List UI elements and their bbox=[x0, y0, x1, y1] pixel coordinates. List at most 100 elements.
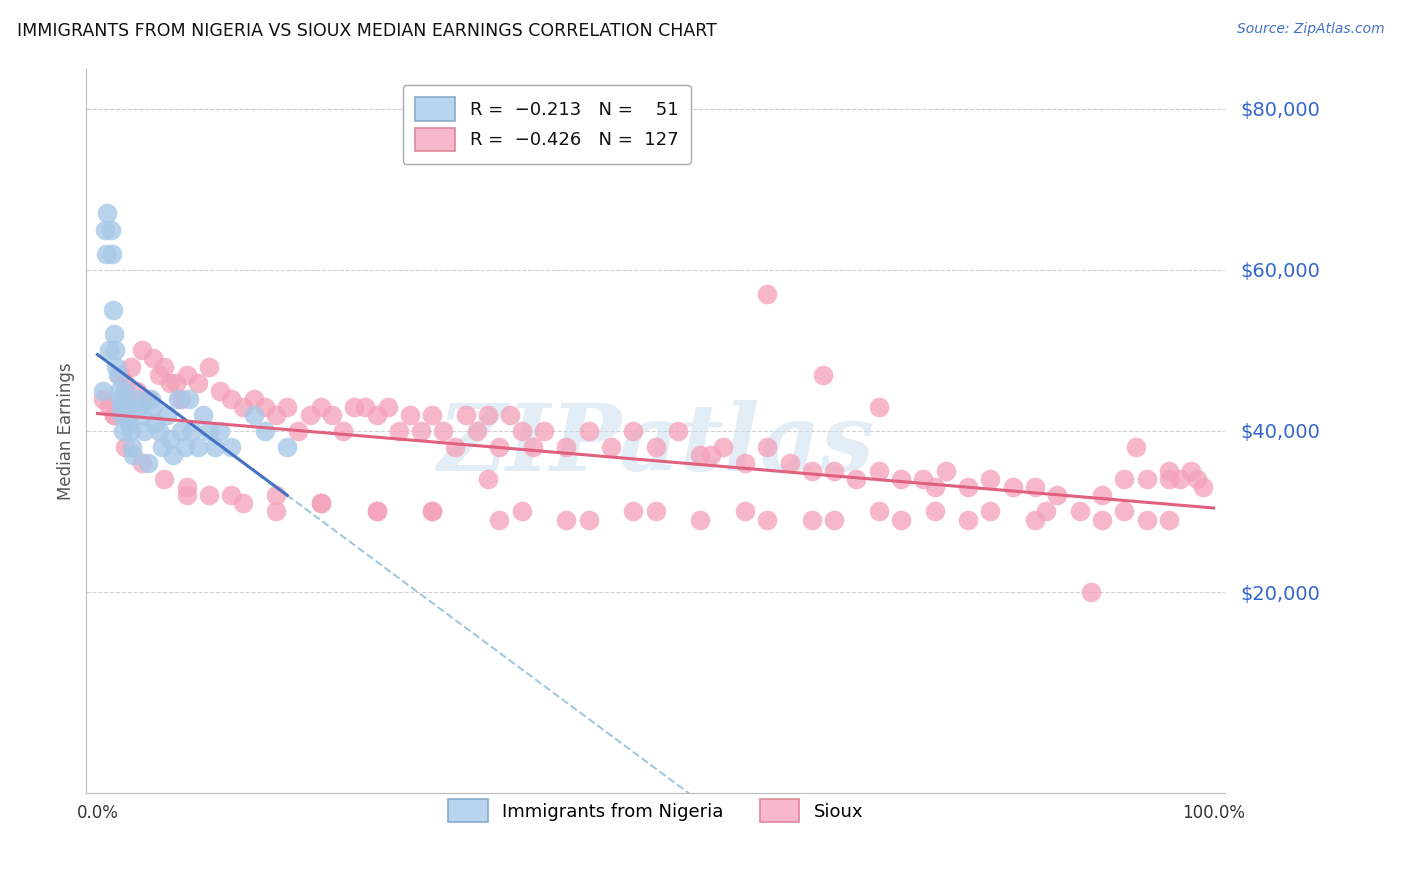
Sioux bbox=[125, 384, 148, 398]
Sioux bbox=[388, 424, 411, 438]
Sioux bbox=[1046, 488, 1069, 502]
Immigrants from Nigeria bbox=[108, 392, 131, 406]
Sioux bbox=[114, 376, 136, 390]
Immigrants from Nigeria bbox=[117, 408, 139, 422]
Sioux bbox=[1185, 472, 1208, 486]
Sioux bbox=[298, 408, 321, 422]
Sioux bbox=[689, 448, 711, 462]
Sioux bbox=[644, 440, 666, 454]
Immigrants from Nigeria bbox=[104, 343, 127, 358]
Sioux bbox=[912, 472, 935, 486]
Sioux bbox=[465, 424, 488, 438]
Immigrants from Nigeria bbox=[103, 327, 125, 342]
Sioux bbox=[890, 512, 912, 526]
Sioux bbox=[103, 408, 125, 422]
Immigrants from Nigeria bbox=[125, 392, 148, 406]
Immigrants from Nigeria bbox=[150, 440, 173, 454]
Text: ZIPatlas: ZIPatlas bbox=[437, 401, 875, 491]
Sioux bbox=[253, 400, 276, 414]
Sioux bbox=[420, 504, 443, 518]
Sioux bbox=[555, 512, 578, 526]
Sioux bbox=[890, 472, 912, 486]
Sioux bbox=[187, 376, 209, 390]
Immigrants from Nigeria bbox=[91, 384, 114, 398]
Immigrants from Nigeria bbox=[187, 440, 209, 454]
Immigrants from Nigeria bbox=[145, 416, 167, 430]
Sioux bbox=[420, 504, 443, 518]
Immigrants from Nigeria bbox=[96, 206, 118, 220]
Immigrants from Nigeria bbox=[115, 400, 138, 414]
Y-axis label: Median Earnings: Median Earnings bbox=[58, 362, 75, 500]
Immigrants from Nigeria bbox=[148, 424, 170, 438]
Immigrants from Nigeria bbox=[107, 384, 129, 398]
Sioux bbox=[1157, 472, 1180, 486]
Legend: Immigrants from Nigeria, Sioux: Immigrants from Nigeria, Sioux bbox=[436, 787, 876, 835]
Sioux bbox=[578, 424, 600, 438]
Immigrants from Nigeria bbox=[159, 432, 181, 446]
Immigrants from Nigeria bbox=[253, 424, 276, 438]
Sioux bbox=[142, 351, 165, 366]
Immigrants from Nigeria bbox=[122, 448, 145, 462]
Sioux bbox=[800, 512, 823, 526]
Sioux bbox=[621, 424, 644, 438]
Sioux bbox=[1191, 480, 1213, 494]
Sioux bbox=[232, 400, 254, 414]
Sioux bbox=[264, 408, 287, 422]
Sioux bbox=[411, 424, 433, 438]
Sioux bbox=[499, 408, 522, 422]
Sioux bbox=[979, 472, 1001, 486]
Immigrants from Nigeria bbox=[96, 246, 118, 260]
Text: Source: ZipAtlas.com: Source: ZipAtlas.com bbox=[1237, 22, 1385, 37]
Sioux bbox=[1069, 504, 1091, 518]
Sioux bbox=[198, 488, 221, 502]
Sioux bbox=[309, 400, 332, 414]
Sioux bbox=[957, 512, 980, 526]
Sioux bbox=[734, 504, 756, 518]
Immigrants from Nigeria bbox=[131, 408, 153, 422]
Sioux bbox=[103, 408, 125, 422]
Sioux bbox=[868, 400, 890, 414]
Sioux bbox=[924, 504, 946, 518]
Sioux bbox=[621, 504, 644, 518]
Sioux bbox=[700, 448, 723, 462]
Sioux bbox=[366, 504, 388, 518]
Sioux bbox=[1136, 472, 1159, 486]
Sioux bbox=[399, 408, 422, 422]
Sioux bbox=[477, 472, 499, 486]
Immigrants from Nigeria bbox=[120, 424, 142, 438]
Sioux bbox=[823, 512, 845, 526]
Sioux bbox=[756, 512, 779, 526]
Sioux bbox=[756, 440, 779, 454]
Immigrants from Nigeria bbox=[166, 392, 188, 406]
Immigrants from Nigeria bbox=[114, 384, 136, 398]
Sioux bbox=[1080, 585, 1102, 599]
Sioux bbox=[510, 424, 533, 438]
Sioux bbox=[1024, 512, 1046, 526]
Sioux bbox=[443, 440, 465, 454]
Immigrants from Nigeria bbox=[110, 400, 132, 414]
Sioux bbox=[176, 480, 198, 494]
Immigrants from Nigeria bbox=[173, 440, 195, 454]
Immigrants from Nigeria bbox=[181, 424, 204, 438]
Sioux bbox=[309, 496, 332, 510]
Sioux bbox=[644, 504, 666, 518]
Sioux bbox=[1091, 512, 1114, 526]
Sioux bbox=[868, 504, 890, 518]
Sioux bbox=[108, 368, 131, 382]
Immigrants from Nigeria bbox=[136, 456, 159, 470]
Immigrants from Nigeria bbox=[97, 343, 120, 358]
Sioux bbox=[343, 400, 366, 414]
Sioux bbox=[264, 488, 287, 502]
Immigrants from Nigeria bbox=[204, 440, 226, 454]
Sioux bbox=[756, 287, 779, 301]
Sioux bbox=[811, 368, 834, 382]
Sioux bbox=[522, 440, 544, 454]
Immigrants from Nigeria bbox=[101, 303, 124, 318]
Sioux bbox=[1114, 504, 1136, 518]
Sioux bbox=[131, 456, 153, 470]
Sioux bbox=[600, 440, 623, 454]
Immigrants from Nigeria bbox=[100, 222, 122, 236]
Sioux bbox=[1001, 480, 1024, 494]
Sioux bbox=[823, 464, 845, 478]
Sioux bbox=[1136, 512, 1159, 526]
